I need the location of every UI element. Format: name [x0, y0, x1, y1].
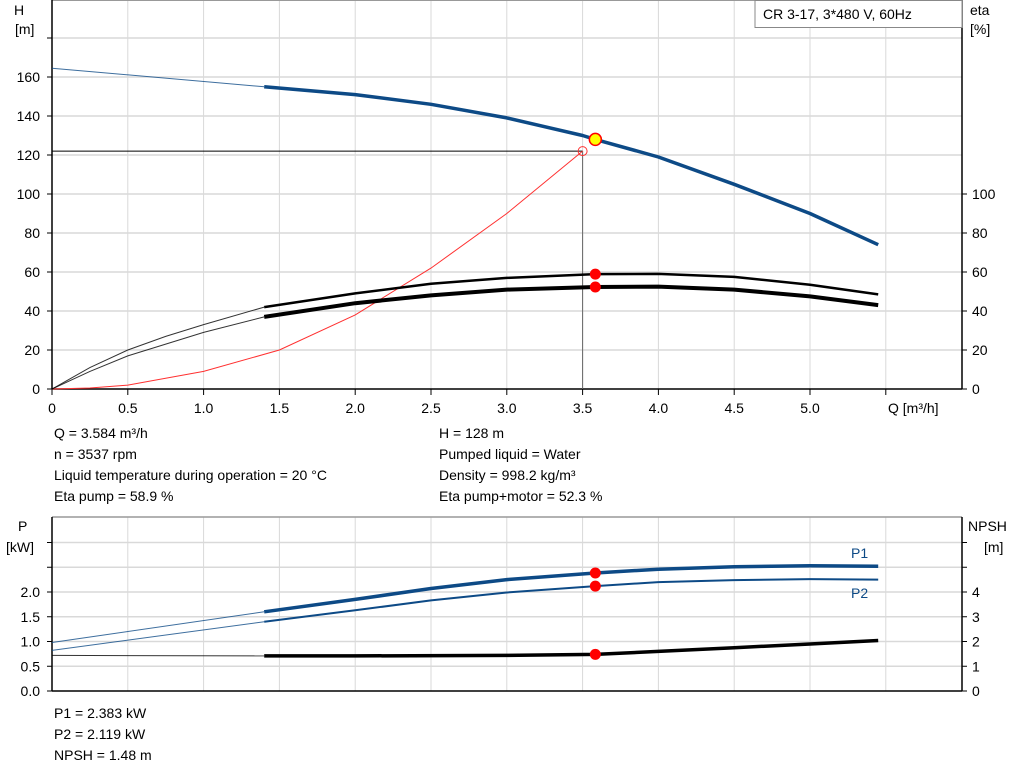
- eta-pump-motor-marker: [589, 281, 601, 293]
- y-tick-label-right: 0: [972, 381, 980, 397]
- y-tick-label-left: 40: [24, 303, 40, 319]
- y-tick-label-left: 1.5: [21, 609, 41, 625]
- eta-pump-motor-curve-thin: [51, 316, 265, 390]
- y-tick-label-right: 20: [972, 342, 988, 358]
- y-tick-label-left: 20: [24, 342, 40, 358]
- p2-series-label: P2: [851, 585, 868, 601]
- x-tick-label: 5.0: [800, 400, 820, 416]
- x-tick-label: 4.0: [649, 400, 669, 416]
- info-n: n = 3537 rpm: [54, 446, 137, 462]
- y-axis-unit-right: [%]: [970, 21, 990, 37]
- required-point-marker: [577, 146, 588, 157]
- eta-pump-motor-curve: [263, 284, 879, 319]
- title-box: [754, 0, 963, 28]
- y-tick-label-left: 0: [32, 381, 40, 397]
- p2-curve-thin: [51, 621, 265, 651]
- x-tick-label: 1.5: [270, 400, 290, 416]
- y-tick-label-left: 60: [24, 264, 40, 280]
- eta-pump-curve-thin: [51, 306, 265, 390]
- y-axis-label-left: H: [14, 2, 24, 18]
- x-tick-label: 2.5: [421, 400, 441, 416]
- y-tick-label-left: 140: [17, 108, 41, 124]
- y-axis-unit-right: [m]: [984, 539, 1003, 555]
- y-tick-label-right: 40: [972, 303, 988, 319]
- info-eta-pump-motor: Eta pump+motor = 52.3 %: [439, 488, 603, 504]
- p1-series-label: P1: [851, 545, 868, 561]
- y-tick-label-right: 80: [972, 225, 988, 241]
- y-tick-label-left: 160: [17, 69, 41, 85]
- y-tick-label-left: 1.0: [21, 634, 41, 650]
- info-liquid: Pumped liquid = Water: [439, 446, 581, 462]
- y-tick-label-left: 80: [24, 225, 40, 241]
- x-tick-label: 4.5: [724, 400, 744, 416]
- chart-title: CR 3-17, 3*480 V, 60Hz: [763, 6, 912, 22]
- power-info: P1 = 2.383 kW P2 = 2.119 kW NPSH = 1.48 …: [54, 703, 152, 766]
- info-density: Density = 998.2 kg/m³: [439, 467, 576, 483]
- npsh-curve-thin: [51, 654, 265, 657]
- y-tick-label-left: 0.0: [21, 683, 41, 699]
- system-curve: [51, 150, 583, 390]
- y-tick-label-right: 1: [972, 658, 980, 674]
- y-tick-label-left: 2.0: [21, 584, 41, 600]
- info-h: H = 128 m: [439, 425, 504, 441]
- y-axis-unit-left: [kW]: [6, 539, 34, 555]
- x-tick-label: 1.0: [194, 400, 214, 416]
- x-tick-label: 3.0: [497, 400, 517, 416]
- duty-info-right: H = 128 m Pumped liquid = Water Density …: [439, 423, 602, 507]
- x-axis-label: Q [m³/h]: [888, 400, 939, 416]
- eta-pump-marker: [589, 268, 601, 280]
- npsh-marker: [589, 648, 601, 660]
- y-tick-label-right: 60: [972, 264, 988, 280]
- p1-curve-thin: [51, 611, 265, 643]
- info-npsh: NPSH = 1.48 m: [54, 747, 152, 763]
- info-eta-pump: Eta pump = 58.9 %: [54, 488, 174, 504]
- y-tick-label-left: 120: [17, 147, 41, 163]
- x-tick-label: 2.0: [345, 400, 365, 416]
- y-tick-label-left: 100: [17, 186, 41, 202]
- y-tick-label-right: 0: [972, 683, 980, 699]
- info-p2: P2 = 2.119 kW: [54, 726, 146, 742]
- y-tick-label-right: 100: [972, 186, 996, 202]
- y-tick-label-right: 3: [972, 609, 980, 625]
- p1-marker: [589, 567, 601, 579]
- head-curve-thin: [51, 67, 265, 88]
- x-tick-label: 3.5: [573, 400, 593, 416]
- y-tick-label-right: 2: [972, 634, 980, 650]
- y-axis-label-right: NPSH: [968, 518, 1007, 534]
- npsh-curve: [264, 638, 879, 658]
- p2-marker: [589, 580, 601, 592]
- info-p1: P1 = 2.383 kW: [54, 705, 147, 721]
- info-temperature: Liquid temperature during operation = 20…: [54, 467, 327, 483]
- y-axis-label-left: P: [18, 518, 27, 534]
- x-tick-label: 0.5: [118, 400, 138, 416]
- duty-info-left: Q = 3.584 m³/h n = 3537 rpm Liquid tempe…: [54, 423, 327, 507]
- x-tick-label: 0: [48, 400, 56, 416]
- y-tick-label-left: 0.5: [21, 658, 41, 674]
- y-tick-label-right: 4: [972, 584, 980, 600]
- y-axis-label-right: eta: [970, 2, 990, 18]
- info-q: Q = 3.584 m³/h: [54, 425, 148, 441]
- head-curve: [264, 85, 879, 247]
- y-axis-unit-left: [m]: [15, 21, 34, 37]
- duty-point-marker: [588, 132, 603, 147]
